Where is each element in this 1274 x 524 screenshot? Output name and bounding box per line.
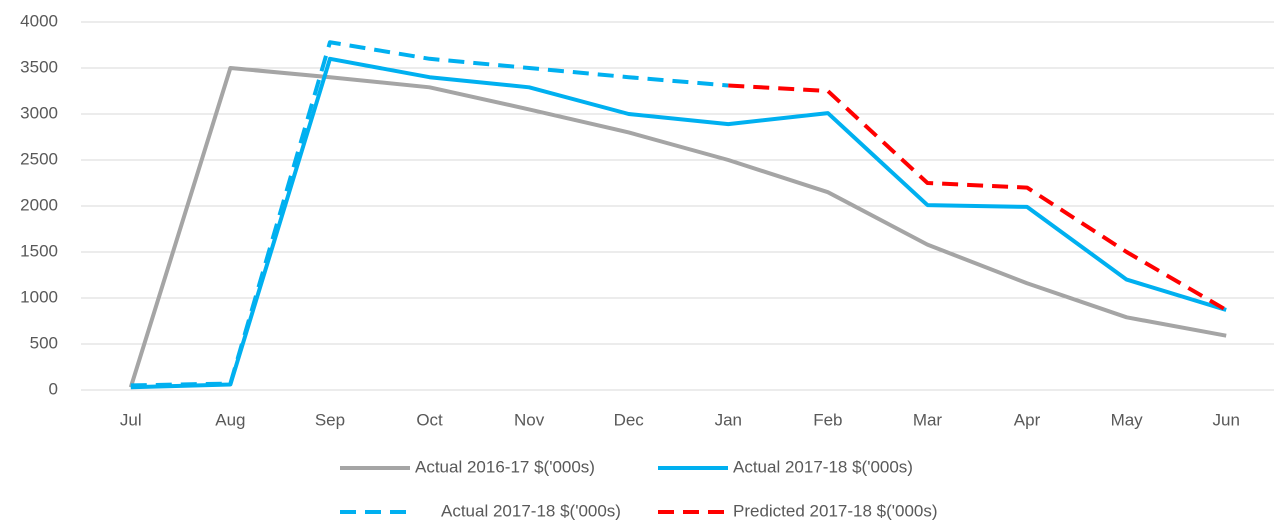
x-tick-label: Mar	[913, 410, 943, 429]
x-tick-label: Apr	[1014, 410, 1041, 429]
y-tick-label: 3000	[20, 103, 58, 122]
x-tick-label: Jan	[715, 410, 742, 429]
legend-label: Actual 2017-18 $('000s)	[733, 457, 913, 476]
y-tick-label: 3500	[20, 57, 58, 76]
series-line	[128, 66, 1227, 388]
x-tick-label: Aug	[215, 410, 245, 429]
series-line	[728, 83, 1228, 312]
legend-label: Actual 2016-17 $('000s)	[415, 457, 595, 476]
x-tick-label: Jul	[120, 410, 142, 429]
x-tick-label: Jun	[1212, 410, 1239, 429]
y-tick-label: 4000	[20, 11, 58, 30]
x-tick-label: Sep	[315, 410, 345, 429]
x-tick-label: Oct	[416, 410, 443, 429]
x-tick-label: Nov	[514, 410, 545, 429]
x-tick-label: Dec	[614, 410, 645, 429]
y-tick-label: 500	[30, 333, 58, 352]
legend-label: Actual 2017-18 $('000s)	[441, 501, 621, 520]
y-tick-label: 2500	[20, 149, 58, 168]
y-tick-label: 1000	[20, 287, 58, 306]
y-tick-label: 0	[49, 379, 58, 398]
series-line	[130, 56, 1227, 390]
series-line	[130, 40, 729, 388]
x-tick-label: May	[1111, 410, 1144, 429]
y-tick-label: 2000	[20, 195, 58, 214]
legend-label: Predicted 2017-18 $('000s)	[733, 501, 938, 520]
x-tick-label: Feb	[813, 410, 842, 429]
y-tick-label: 1500	[20, 241, 58, 260]
